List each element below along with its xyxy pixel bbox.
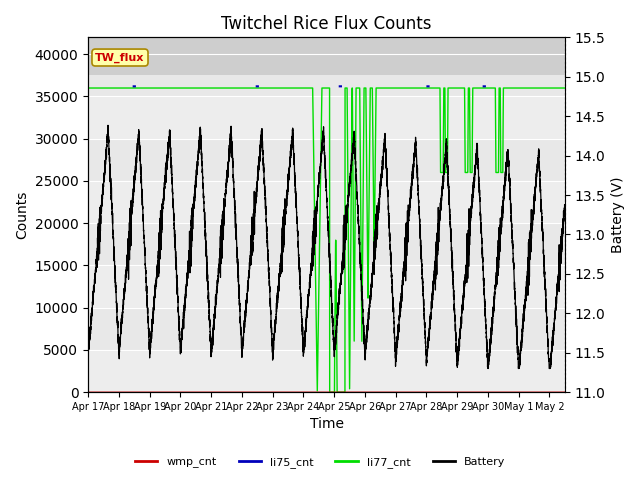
Bar <box>88 181 565 223</box>
Y-axis label: Battery (V): Battery (V) <box>611 177 625 253</box>
Bar <box>88 96 565 139</box>
Bar <box>88 350 565 392</box>
Y-axis label: Counts: Counts <box>15 191 29 239</box>
Legend: wmp_cnt, li75_cnt, li77_cnt, Battery: wmp_cnt, li75_cnt, li77_cnt, Battery <box>131 452 509 472</box>
Title: Twitchel Rice Flux Counts: Twitchel Rice Flux Counts <box>221 15 432 33</box>
Bar <box>88 265 565 308</box>
Text: TW_flux: TW_flux <box>95 52 145 63</box>
Bar <box>88 37 565 75</box>
X-axis label: Time: Time <box>310 418 344 432</box>
